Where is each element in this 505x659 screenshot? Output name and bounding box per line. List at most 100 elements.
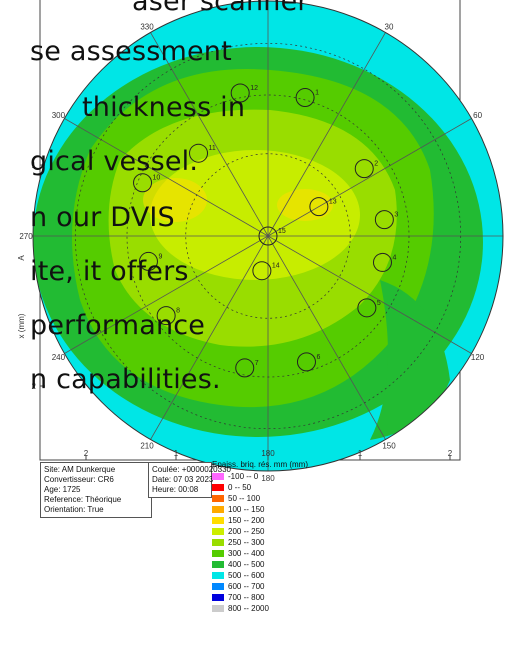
site-info-line: Reference: Théorique — [44, 495, 122, 504]
legend-entry: 700 -- 800 — [212, 592, 308, 603]
marker-point-4 — [372, 252, 392, 272]
site-info-line: Site: AM Dunkerque — [44, 465, 116, 474]
legend-swatch — [212, 550, 224, 557]
legend-entry: 300 -- 400 — [212, 548, 308, 559]
legend-swatch — [212, 561, 224, 568]
y-tick-label: 2 — [32, 382, 37, 391]
legend-label: 50 -- 100 — [228, 494, 261, 503]
x-tick-label: 2 — [84, 449, 89, 458]
marker-label-5: 5 — [377, 300, 381, 307]
legend-swatch — [212, 517, 224, 524]
marker-label-9: 9 — [158, 253, 162, 260]
coulee-info-line: Heure: 00:08 — [152, 485, 199, 494]
marker-point-13 — [309, 197, 329, 217]
marker-label-13: 13 — [329, 199, 337, 206]
legend-entry: 400 -- 500 — [212, 559, 308, 570]
radial-gridline — [64, 235, 269, 354]
legend-label: 800 -- 2000 — [228, 604, 269, 613]
site-info-line: Age: 1725 — [44, 485, 81, 494]
legend-swatch — [212, 605, 224, 612]
legend-label: 500 -- 600 — [228, 571, 265, 580]
angle-label-60: 60 — [473, 111, 482, 120]
legend-entry: 800 -- 2000 — [212, 603, 308, 614]
angle-label-180: 180 — [261, 474, 275, 483]
marker-label-8: 8 — [176, 308, 180, 315]
x-tick-label: 1 — [174, 449, 179, 458]
marker-point-1 — [295, 88, 315, 108]
site-info-box: Site: AM Dunkerque Convertisseur: CR6 Ag… — [40, 462, 152, 518]
marker-point-7 — [235, 358, 255, 378]
marker-point-14 — [252, 261, 272, 281]
radial-gridline — [267, 32, 386, 237]
zone-band-150-200 — [143, 178, 207, 222]
angle-label-30: 30 — [385, 22, 394, 31]
marker-label-11: 11 — [209, 145, 216, 152]
legend-entry: 50 -- 100 — [212, 493, 308, 504]
marker-label-4: 4 — [392, 254, 396, 261]
disc-outline — [32, 0, 504, 472]
legend-swatch — [212, 594, 224, 601]
zone-band-200-250 — [150, 150, 360, 280]
marker-label-14: 14 — [272, 263, 280, 270]
legend-swatch — [212, 506, 224, 513]
x-tick-label: 180 — [261, 449, 275, 458]
marker-point-6 — [296, 352, 316, 372]
radial-gridline — [150, 32, 269, 237]
coulee-info-box: Coulée: +0000020330 Date: 07 03 2023 Heu… — [148, 462, 231, 498]
marker-point-2 — [354, 159, 374, 179]
legend-swatch — [212, 583, 224, 590]
x-tick-label: 1 — [358, 449, 363, 458]
marker-point-12 — [230, 83, 250, 103]
legend-swatch — [212, 495, 224, 502]
radial-gridline — [267, 235, 386, 440]
legend-swatch — [212, 484, 224, 491]
marker-label-6: 6 — [316, 354, 320, 361]
x-tick-label: 2 — [448, 449, 453, 458]
y-tick-label: 1 — [32, 161, 37, 170]
legend-label: 100 -- 150 — [228, 505, 265, 514]
marker-point-11 — [189, 143, 209, 163]
radial-gridline — [150, 235, 269, 440]
legend-label: 150 -- 200 — [228, 516, 265, 525]
angle-label-240: 240 — [52, 353, 66, 362]
zone-band-150-200 — [277, 189, 333, 221]
marker-point-5 — [357, 298, 377, 318]
legend-label: 700 -- 800 — [228, 593, 265, 602]
marker-point-8 — [156, 306, 176, 326]
site-info-line: Orientation: True — [44, 505, 104, 514]
legend-label: 300 -- 400 — [228, 549, 265, 558]
y-axis-label-fragment: x (mm) — [17, 313, 26, 338]
angle-label-210: 210 — [140, 442, 154, 451]
legend-label: 200 -- 250 — [228, 527, 265, 536]
marker-label-15: 15 — [278, 228, 286, 235]
legend-entry: 200 -- 250 — [212, 526, 308, 537]
legend-title: Epaiss. briq. rés. mm (mm) — [212, 460, 309, 469]
coulee-info-line: Coulée: +0000020330 — [152, 465, 231, 474]
legend-label: 0 -- 50 — [228, 483, 252, 492]
angle-label-300: 300 — [52, 111, 66, 120]
marker-label-2: 2 — [374, 161, 378, 168]
radial-gridline — [64, 118, 269, 237]
legend-entry: 500 -- 600 — [212, 570, 308, 581]
dashed-ring — [185, 153, 351, 319]
angle-label-150: 150 — [382, 442, 396, 451]
marker-label-12: 12 — [250, 85, 258, 92]
legend-entry: 600 -- 700 — [212, 581, 308, 592]
marker-point-3 — [374, 210, 394, 230]
legend-swatch — [212, 473, 224, 480]
marker-label-1: 1 — [315, 90, 319, 97]
legend-entry: 0 -- 50 — [212, 482, 308, 493]
marker-point-15 — [258, 226, 278, 246]
site-info-line: Convertisseur: CR6 — [44, 475, 114, 484]
marker-point-9 — [138, 251, 158, 271]
radial-gridline — [267, 118, 472, 237]
zone-band-400-500 — [370, 280, 450, 440]
marker-point-10 — [133, 173, 153, 193]
legend-label: 600 -- 700 — [228, 582, 265, 591]
legend-label: 400 -- 500 — [228, 560, 265, 569]
legend-entry: 250 -- 300 — [212, 537, 308, 548]
color-legend: Epaiss. briq. rés. mm (mm) -100 -- 0 0 --… — [212, 460, 308, 614]
legend-entry: -100 -- 0 — [212, 471, 308, 482]
